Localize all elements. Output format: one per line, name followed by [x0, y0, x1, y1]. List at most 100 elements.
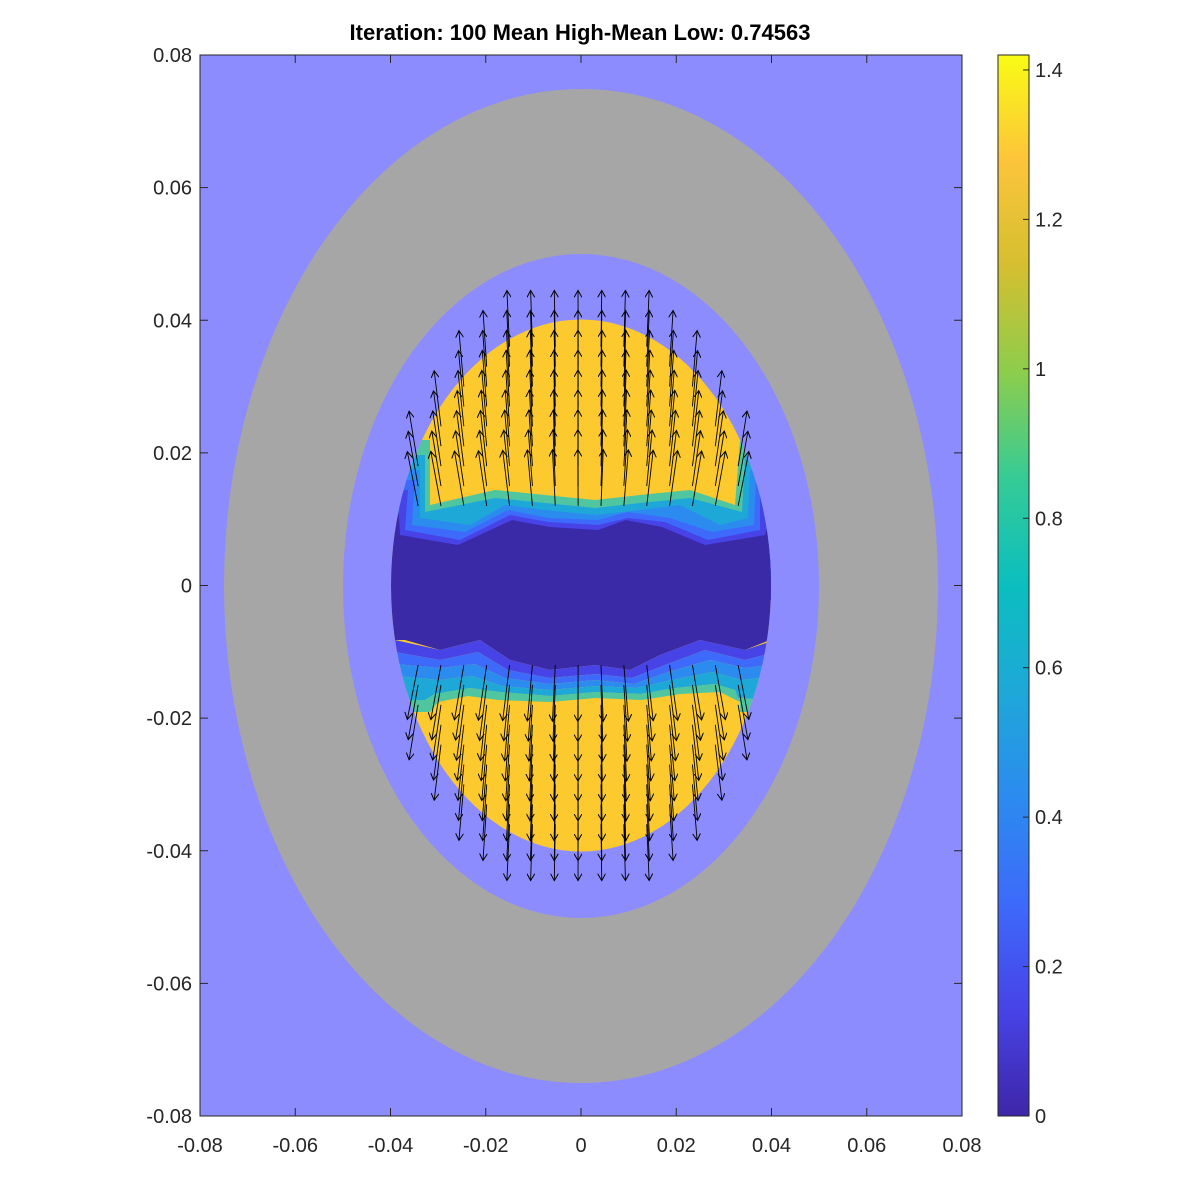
- quiver-arrow: [691, 351, 697, 407]
- quiver-arrow: [553, 430, 555, 487]
- x-tick-label: -0.06: [272, 1135, 318, 1157]
- x-tick-label: 0: [575, 1135, 586, 1157]
- quiver-arrow: [714, 684, 724, 740]
- quiver-arrow: [714, 664, 725, 720]
- quiver-arrow: [483, 311, 487, 367]
- quiver-arrow: [646, 430, 652, 487]
- quiver-arrow: [691, 684, 700, 740]
- quiver-arrow: [458, 744, 465, 801]
- colorbar-tick-label: 0.4: [1035, 807, 1063, 829]
- quiver-arrow: [480, 431, 488, 487]
- quiver-arrow: [458, 371, 465, 427]
- quiver-arrow: [554, 370, 555, 427]
- quiver-arrow: [432, 431, 442, 487]
- quiver-arrow: [507, 291, 510, 347]
- lower-band-2: [395, 672, 771, 700]
- plot-area: [200, 55, 962, 1116]
- quiver-arrow: [478, 451, 488, 506]
- y-axis: -0.08 -0.06 -0.04 -0.02 0 0.02 0.04 0.06 0.08: [146, 45, 962, 1128]
- quiver-arrow: [504, 430, 511, 487]
- quiver-arrow: [601, 684, 603, 741]
- quiver-arrow: [691, 411, 699, 467]
- quiver-arrow: [624, 410, 627, 467]
- quiver-arrow: [623, 665, 629, 721]
- quiver-arrow: [601, 290, 602, 347]
- quiver-arrow: [669, 390, 675, 447]
- x-tick-label: 0.06: [847, 1135, 886, 1157]
- quiver-arrow: [552, 450, 555, 506]
- quiver-arrow: [624, 350, 626, 407]
- quiver-arrow: [478, 665, 488, 720]
- y-tick-label: -0.02: [146, 708, 192, 730]
- quiver-arrow: [737, 452, 749, 507]
- quiver-arrow: [647, 350, 650, 407]
- quiver-arrow: [456, 411, 465, 467]
- y-tick-label: 0.02: [153, 443, 192, 465]
- quiver-arrow: [434, 724, 442, 780]
- quiver-arrow: [714, 371, 722, 427]
- colorbar-tick-label: 0: [1035, 1106, 1046, 1128]
- colorbar: 0 0.2 0.4 0.6 0.8 1 1.2 1.4: [997, 54, 1063, 1128]
- quiver-arrow: [528, 684, 533, 741]
- quiver-arrow: [482, 350, 488, 407]
- quiver-arrow: [454, 451, 465, 507]
- quiver-arrow: [456, 431, 465, 487]
- quiver-arrow: [505, 390, 511, 447]
- quiver-arrow: [623, 450, 629, 506]
- quiver-arrow: [714, 744, 722, 801]
- quiver-arrow: [480, 704, 488, 761]
- quiver-arrow: [737, 704, 747, 760]
- quiver-arrow: [433, 411, 442, 467]
- quiver-arrow: [483, 330, 488, 387]
- quiver-arrow: [482, 370, 488, 427]
- colorbar-tick-label: 1.4: [1035, 60, 1063, 82]
- lower-band-5: [395, 640, 771, 678]
- quiver-arrow: [458, 351, 465, 407]
- quiver-arrow: [647, 390, 651, 447]
- quiver-arrow: [601, 410, 602, 467]
- quiver-arrow: [503, 665, 511, 721]
- quiver-arrow: [527, 665, 533, 721]
- quiver-arrow: [669, 370, 675, 427]
- quiver-arrow: [737, 411, 747, 467]
- quiver-arrow: [530, 350, 532, 407]
- quiver-arrow: [624, 390, 627, 447]
- quiver-arrow: [669, 410, 676, 467]
- quiver-arrow: [691, 764, 697, 821]
- colorbar-gradient: [997, 54, 1030, 1117]
- quiver-arrow: [691, 704, 699, 760]
- quiver-arrow: [647, 310, 650, 367]
- quiver-arrow: [737, 431, 748, 487]
- quiver-arrow: [691, 371, 698, 427]
- quiver-arrow: [624, 290, 626, 347]
- y-tick-label: 0.06: [153, 178, 192, 200]
- chart-title: Iteration: 100 Mean High-Mean Low: 0.745…: [350, 20, 811, 45]
- colorbar-tick-label: 0.6: [1035, 658, 1063, 680]
- quiver-arrow: [482, 744, 488, 801]
- quiver-arrow: [601, 390, 602, 447]
- central-low-band: [391, 500, 771, 670]
- quiver-arrow: [407, 452, 419, 507]
- quiver-arrow: [714, 431, 724, 487]
- quiver-arrow: [601, 430, 603, 487]
- quiver-arrow: [506, 350, 509, 407]
- quiver-arrow: [552, 665, 555, 721]
- quiver-arrow: [646, 684, 652, 741]
- quiver-arrow: [647, 724, 651, 781]
- quiver-arrow: [480, 410, 488, 467]
- quiver-arrow: [714, 411, 723, 467]
- quiver-arrow: [647, 330, 650, 387]
- quiver-arrow: [669, 744, 675, 801]
- quiver-arrow: [505, 724, 511, 781]
- quiver-arrow: [482, 764, 488, 821]
- quiver-arrow: [646, 665, 653, 721]
- quiver-arrow: [553, 410, 555, 467]
- quiver-arrow: [624, 684, 628, 741]
- y-tick-label: -0.06: [146, 973, 192, 995]
- quiver-arrow: [624, 310, 626, 367]
- quiver-arrow: [505, 704, 511, 761]
- quiver-arrow: [459, 784, 465, 840]
- quiver-arrow: [669, 684, 677, 741]
- quiver-arrow: [431, 664, 442, 720]
- quiver-arrow: [459, 331, 465, 387]
